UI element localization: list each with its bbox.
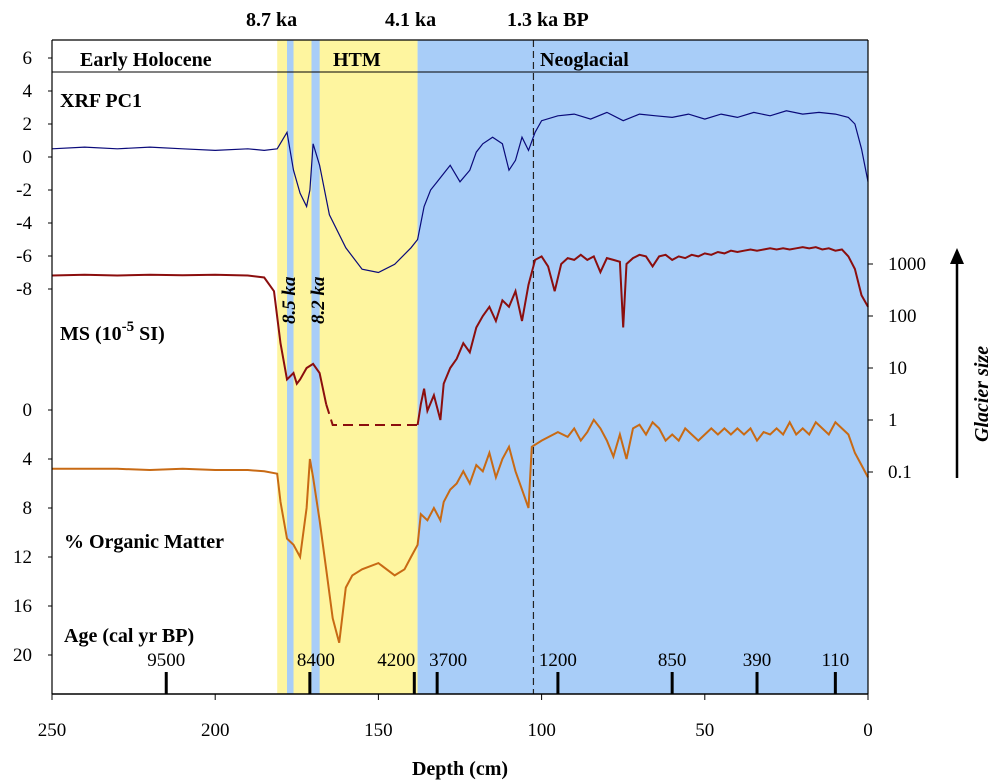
- om-ytick-label-2: 8: [23, 498, 33, 519]
- period-label-neo: Neoglacial: [540, 49, 629, 71]
- xrf-ytick-label-7: -8: [16, 279, 32, 300]
- om-ytick-label-0: 0: [23, 400, 33, 421]
- event-label-8-5ka: 8.5 ka: [279, 276, 300, 324]
- x-tick-label-1: 200: [201, 720, 230, 741]
- period-band-1: [277, 40, 418, 694]
- age-label-4: 1200: [539, 650, 577, 671]
- x-tick-label-2: 150: [364, 720, 393, 741]
- xrf-ytick-label-2: 2: [23, 114, 33, 135]
- cold-event-band-0: [287, 40, 294, 694]
- period-label-early: Early Holocene: [80, 49, 212, 71]
- series-ms-line-dashed: [325, 404, 418, 426]
- xrf-ytick-label-3: 0: [23, 147, 33, 168]
- x-tick-label-3: 100: [527, 720, 556, 741]
- om-ytick-label-5: 20: [13, 645, 32, 666]
- age-label-7: 110: [821, 650, 849, 671]
- x-tick-label-4: 50: [695, 720, 714, 741]
- ms-ytick-label-1: 100: [888, 306, 917, 327]
- age-label-3: 3700: [429, 650, 467, 671]
- glacier-size-label: Glacier size: [971, 346, 992, 442]
- xrf-series-label: XRF PC1: [60, 90, 142, 112]
- annotation-8-7ka: 8.7 ka: [246, 9, 297, 31]
- event-label-8-2ka: 8.2 ka: [308, 276, 329, 324]
- series-ms-line-b: [416, 246, 869, 426]
- xrf-ytick-label-4: -2: [16, 180, 32, 201]
- series-line-2: [52, 417, 869, 644]
- x-tick-label-5: 0: [863, 720, 873, 741]
- ms-series-label: MS (10-5 SI): [60, 319, 165, 345]
- om-ytick-label-4: 16: [13, 596, 32, 617]
- age-label-0: 9500: [147, 650, 185, 671]
- series-line-0: [51, 110, 869, 274]
- xrf-ytick-label-1: 4: [23, 81, 33, 102]
- x-axis-label: Depth (cm): [412, 758, 508, 780]
- age-axis-label: Age (cal yr BP): [64, 625, 194, 647]
- series-ms-line-a: [51, 273, 328, 405]
- ms-ytick-label-0: 1000: [888, 254, 926, 275]
- om-ytick-label-1: 4: [23, 449, 33, 470]
- om-ytick-label-3: 12: [13, 547, 32, 568]
- age-label-6: 390: [743, 650, 772, 671]
- x-tick-label-0: 250: [38, 720, 67, 741]
- xrf-ytick-label-0: 6: [23, 48, 33, 69]
- ms-ytick-label-4: 0.1: [888, 462, 912, 483]
- age-label-2: 4200: [377, 650, 415, 671]
- xrf-ytick-label-5: -4: [16, 213, 32, 234]
- xrf-ytick-label-6: -6: [16, 246, 32, 267]
- organic-series-label: % Organic Matter: [64, 531, 224, 553]
- period-band-2: [417, 40, 868, 694]
- glacier-arrow-head: [950, 248, 964, 264]
- ms-ytick-label-2: 10: [888, 358, 907, 379]
- ms-ytick-label-3: 1: [888, 410, 898, 431]
- period-label-htm: HTM: [333, 49, 381, 71]
- age-label-1: 8400: [297, 650, 335, 671]
- age-label-5: 850: [658, 650, 687, 671]
- annotation-1-3ka: 1.3 ka BP: [507, 9, 589, 31]
- annotation-4-1ka: 4.1 ka: [385, 9, 436, 31]
